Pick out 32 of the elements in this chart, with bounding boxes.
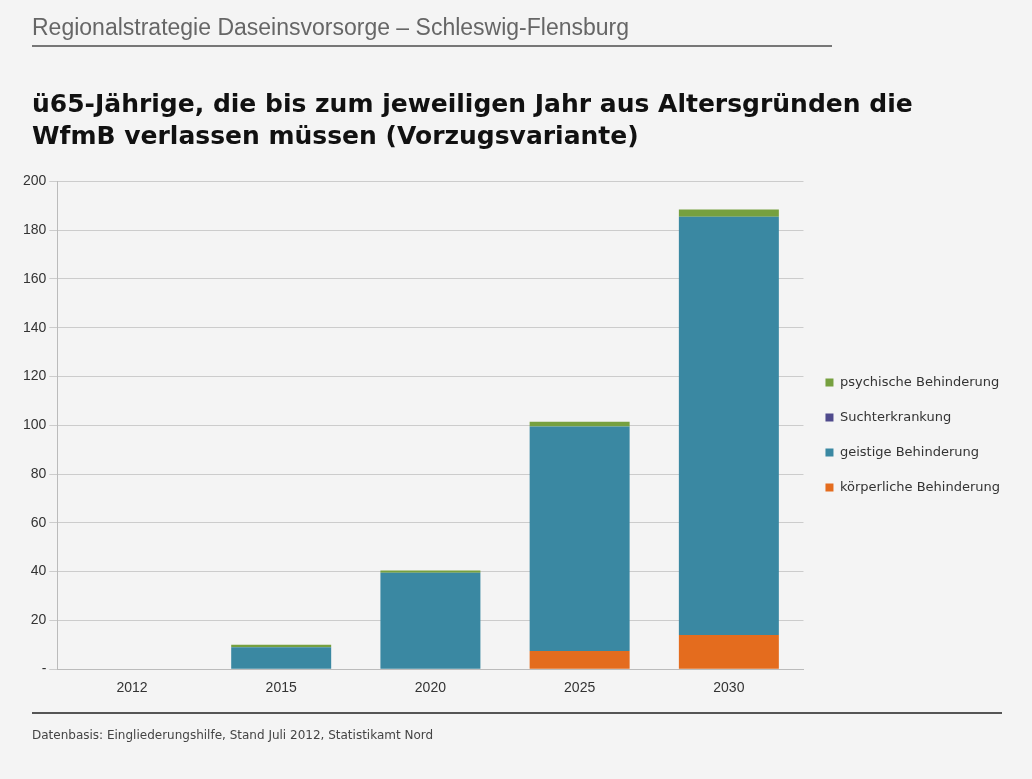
- legend-label: Suchterkrankung: [839, 408, 952, 424]
- y-tick-label: 20: [30, 611, 47, 628]
- y-tick-label: 140: [23, 318, 47, 335]
- y-tick-label: 100: [23, 416, 47, 433]
- legend-label: psychische Behinderung: [839, 373, 1000, 389]
- y-tick-label: 80: [30, 464, 47, 481]
- y-tick-label: -: [41, 660, 47, 677]
- bar: [529, 650, 630, 669]
- chart-title: ü65-Jährige, die bis zum jeweiligen Jahr aus Altersgründen die WfmB verlassen müssen (Vorzugsvariante): [32, 88, 914, 152]
- x-tick-label: 2020: [414, 679, 447, 696]
- legend-label: körperliche Behinderung: [839, 478, 1000, 494]
- bar: [529, 421, 630, 427]
- y-tick-label: 60: [30, 513, 47, 530]
- x-tick-label: 2012: [116, 679, 148, 696]
- text: Datenbasis: Eingliederungshilfe, Stand Juli 2012, Statistikamt Nord: [32, 712, 1002, 742]
- bar: [678, 216, 779, 636]
- text: Regionalstrategie Daseinsvorsorge – Schleswig-Flensburg: [32, 14, 832, 47]
- x-tick-label: 2030: [713, 679, 745, 696]
- bar: [380, 572, 481, 669]
- y-tick-label: 180: [23, 221, 47, 238]
- x-tick-label: 2025: [564, 679, 596, 696]
- x-tick-label: 2015: [265, 679, 297, 696]
- bar: [678, 635, 779, 669]
- bar: [678, 209, 779, 217]
- legend-label: geistige Behinderung: [839, 443, 980, 459]
- bar: [380, 570, 481, 573]
- y-tick-label: 40: [30, 562, 47, 579]
- y-tick-label: 160: [23, 269, 47, 286]
- y-tick-label: 120: [23, 367, 47, 384]
- y-tick-label: 200: [23, 172, 47, 189]
- bar: [231, 647, 332, 669]
- bar: [529, 426, 630, 651]
